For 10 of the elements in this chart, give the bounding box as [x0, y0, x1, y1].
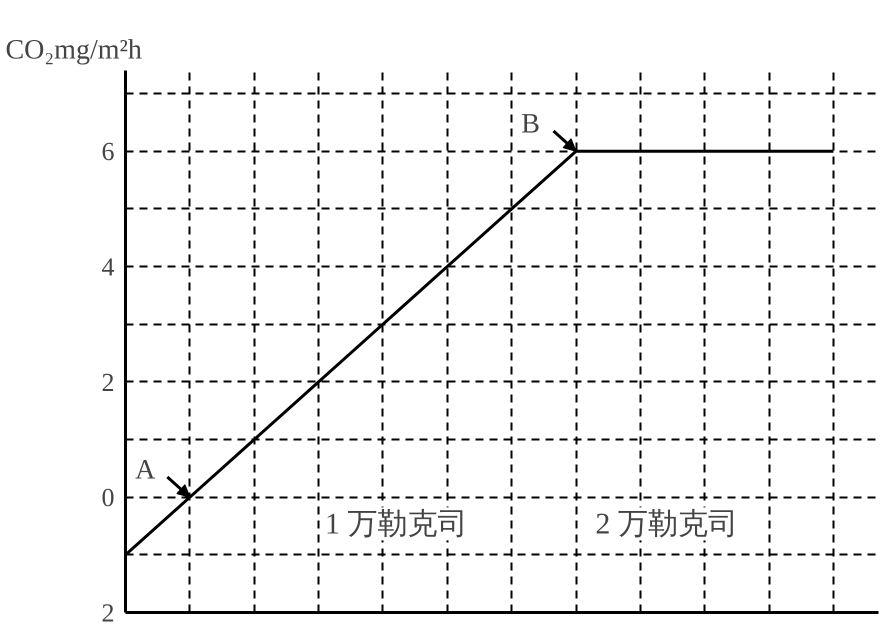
y-tick-label: 2 [102, 598, 114, 628]
annotation: B [521, 108, 540, 140]
annotation: 2 万勒克司 [595, 507, 738, 540]
y-tick-label: 6 [102, 137, 114, 166]
y-tick-label: 0 [102, 483, 114, 512]
y-tick-label: 4 [102, 252, 114, 282]
y-axis-title: CO₂mg/m²h [6, 34, 142, 66]
annotation: 1 万勒克司 [325, 507, 468, 540]
y-tick-label: 2 [102, 368, 114, 397]
annotation: A [135, 454, 156, 486]
